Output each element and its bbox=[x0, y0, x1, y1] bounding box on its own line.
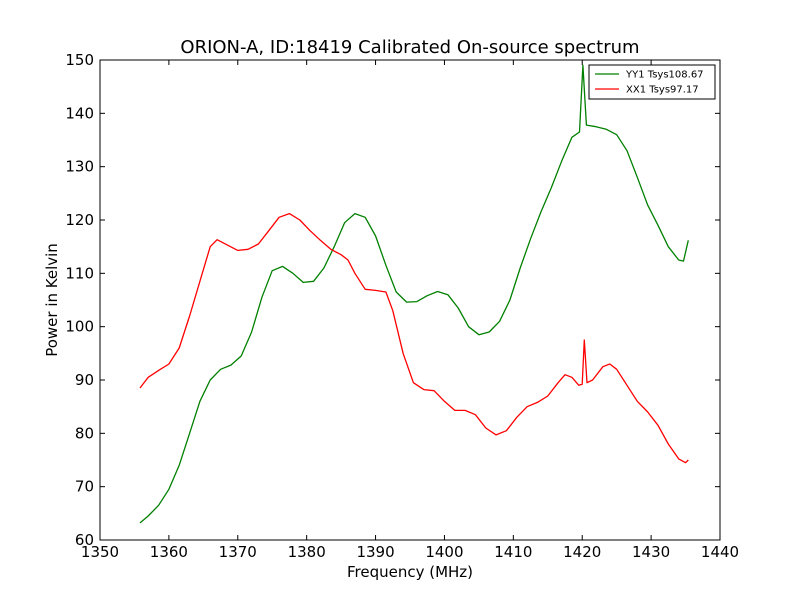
y-tick-label: 90 bbox=[75, 371, 94, 389]
legend-label-xx1: XX1 Tsys97.17 bbox=[626, 85, 699, 96]
y-tick-label: 110 bbox=[65, 264, 94, 282]
x-tick-label: 1380 bbox=[288, 543, 326, 561]
legend: YY1 Tsys108.67 XX1 Tsys97.17 bbox=[588, 64, 716, 100]
y-tick-label: 150 bbox=[65, 51, 94, 69]
series-layer bbox=[139, 64, 689, 524]
y-tick-label: 140 bbox=[65, 104, 94, 122]
legend-box bbox=[588, 64, 716, 100]
x-tick-label: 1400 bbox=[425, 543, 463, 561]
y-tick-label: 80 bbox=[75, 424, 94, 442]
axis-ticks: 1350 1360 1370 1380 1390 1400 1410 1420 1430 1440… bbox=[65, 51, 739, 561]
series-line-yy1 bbox=[139, 64, 689, 524]
x-tick-label: 1360 bbox=[150, 543, 188, 561]
y-axis-label: Power in Kelvin bbox=[43, 243, 61, 357]
axes-frame bbox=[99, 59, 721, 541]
y-tick-label: 70 bbox=[75, 478, 94, 496]
x-tick-label: 1440 bbox=[701, 543, 739, 561]
x-tick-label: 1420 bbox=[563, 543, 601, 561]
series-line-xx1 bbox=[139, 212, 689, 464]
y-tick-label: 120 bbox=[65, 211, 94, 229]
x-tick-label: 1430 bbox=[632, 543, 670, 561]
chart-title: ORION-A, ID:18419 Calibrated On-source s… bbox=[180, 37, 639, 58]
x-tick-label: 1370 bbox=[219, 543, 257, 561]
x-axis-label: Frequency (MHz) bbox=[347, 563, 473, 581]
legend-label-yy1: YY1 Tsys108.67 bbox=[625, 70, 704, 81]
y-tick-label: 130 bbox=[65, 158, 94, 176]
y-tick-label: 100 bbox=[65, 318, 94, 336]
x-tick-label: 1410 bbox=[494, 543, 532, 561]
x-tick-label: 1390 bbox=[356, 543, 394, 561]
y-tick-label: 60 bbox=[75, 531, 94, 549]
x-tick-label: 1350 bbox=[81, 543, 119, 561]
